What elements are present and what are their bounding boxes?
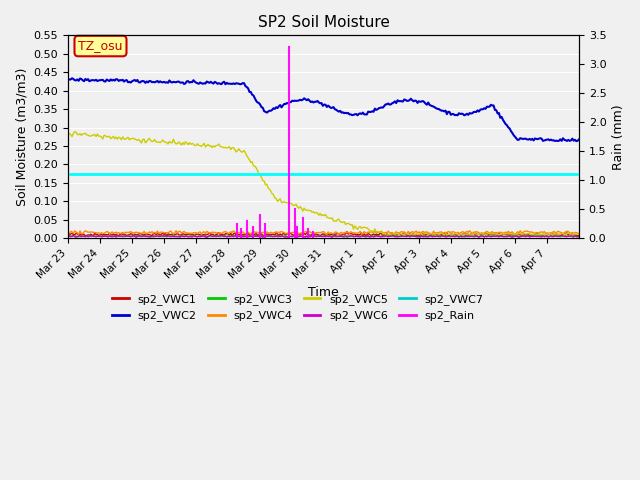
Title: SP2 Soil Moisture: SP2 Soil Moisture	[257, 15, 389, 30]
X-axis label: Time: Time	[308, 286, 339, 299]
Legend: sp2_VWC1, sp2_VWC2, sp2_VWC3, sp2_VWC4, sp2_VWC5, sp2_VWC6, sp2_VWC7, sp2_Rain: sp2_VWC1, sp2_VWC2, sp2_VWC3, sp2_VWC4, …	[108, 289, 488, 326]
Y-axis label: Rain (mm): Rain (mm)	[612, 104, 625, 169]
Y-axis label: Soil Moisture (m3/m3): Soil Moisture (m3/m3)	[15, 68, 28, 206]
Text: TZ_osu: TZ_osu	[78, 39, 123, 52]
